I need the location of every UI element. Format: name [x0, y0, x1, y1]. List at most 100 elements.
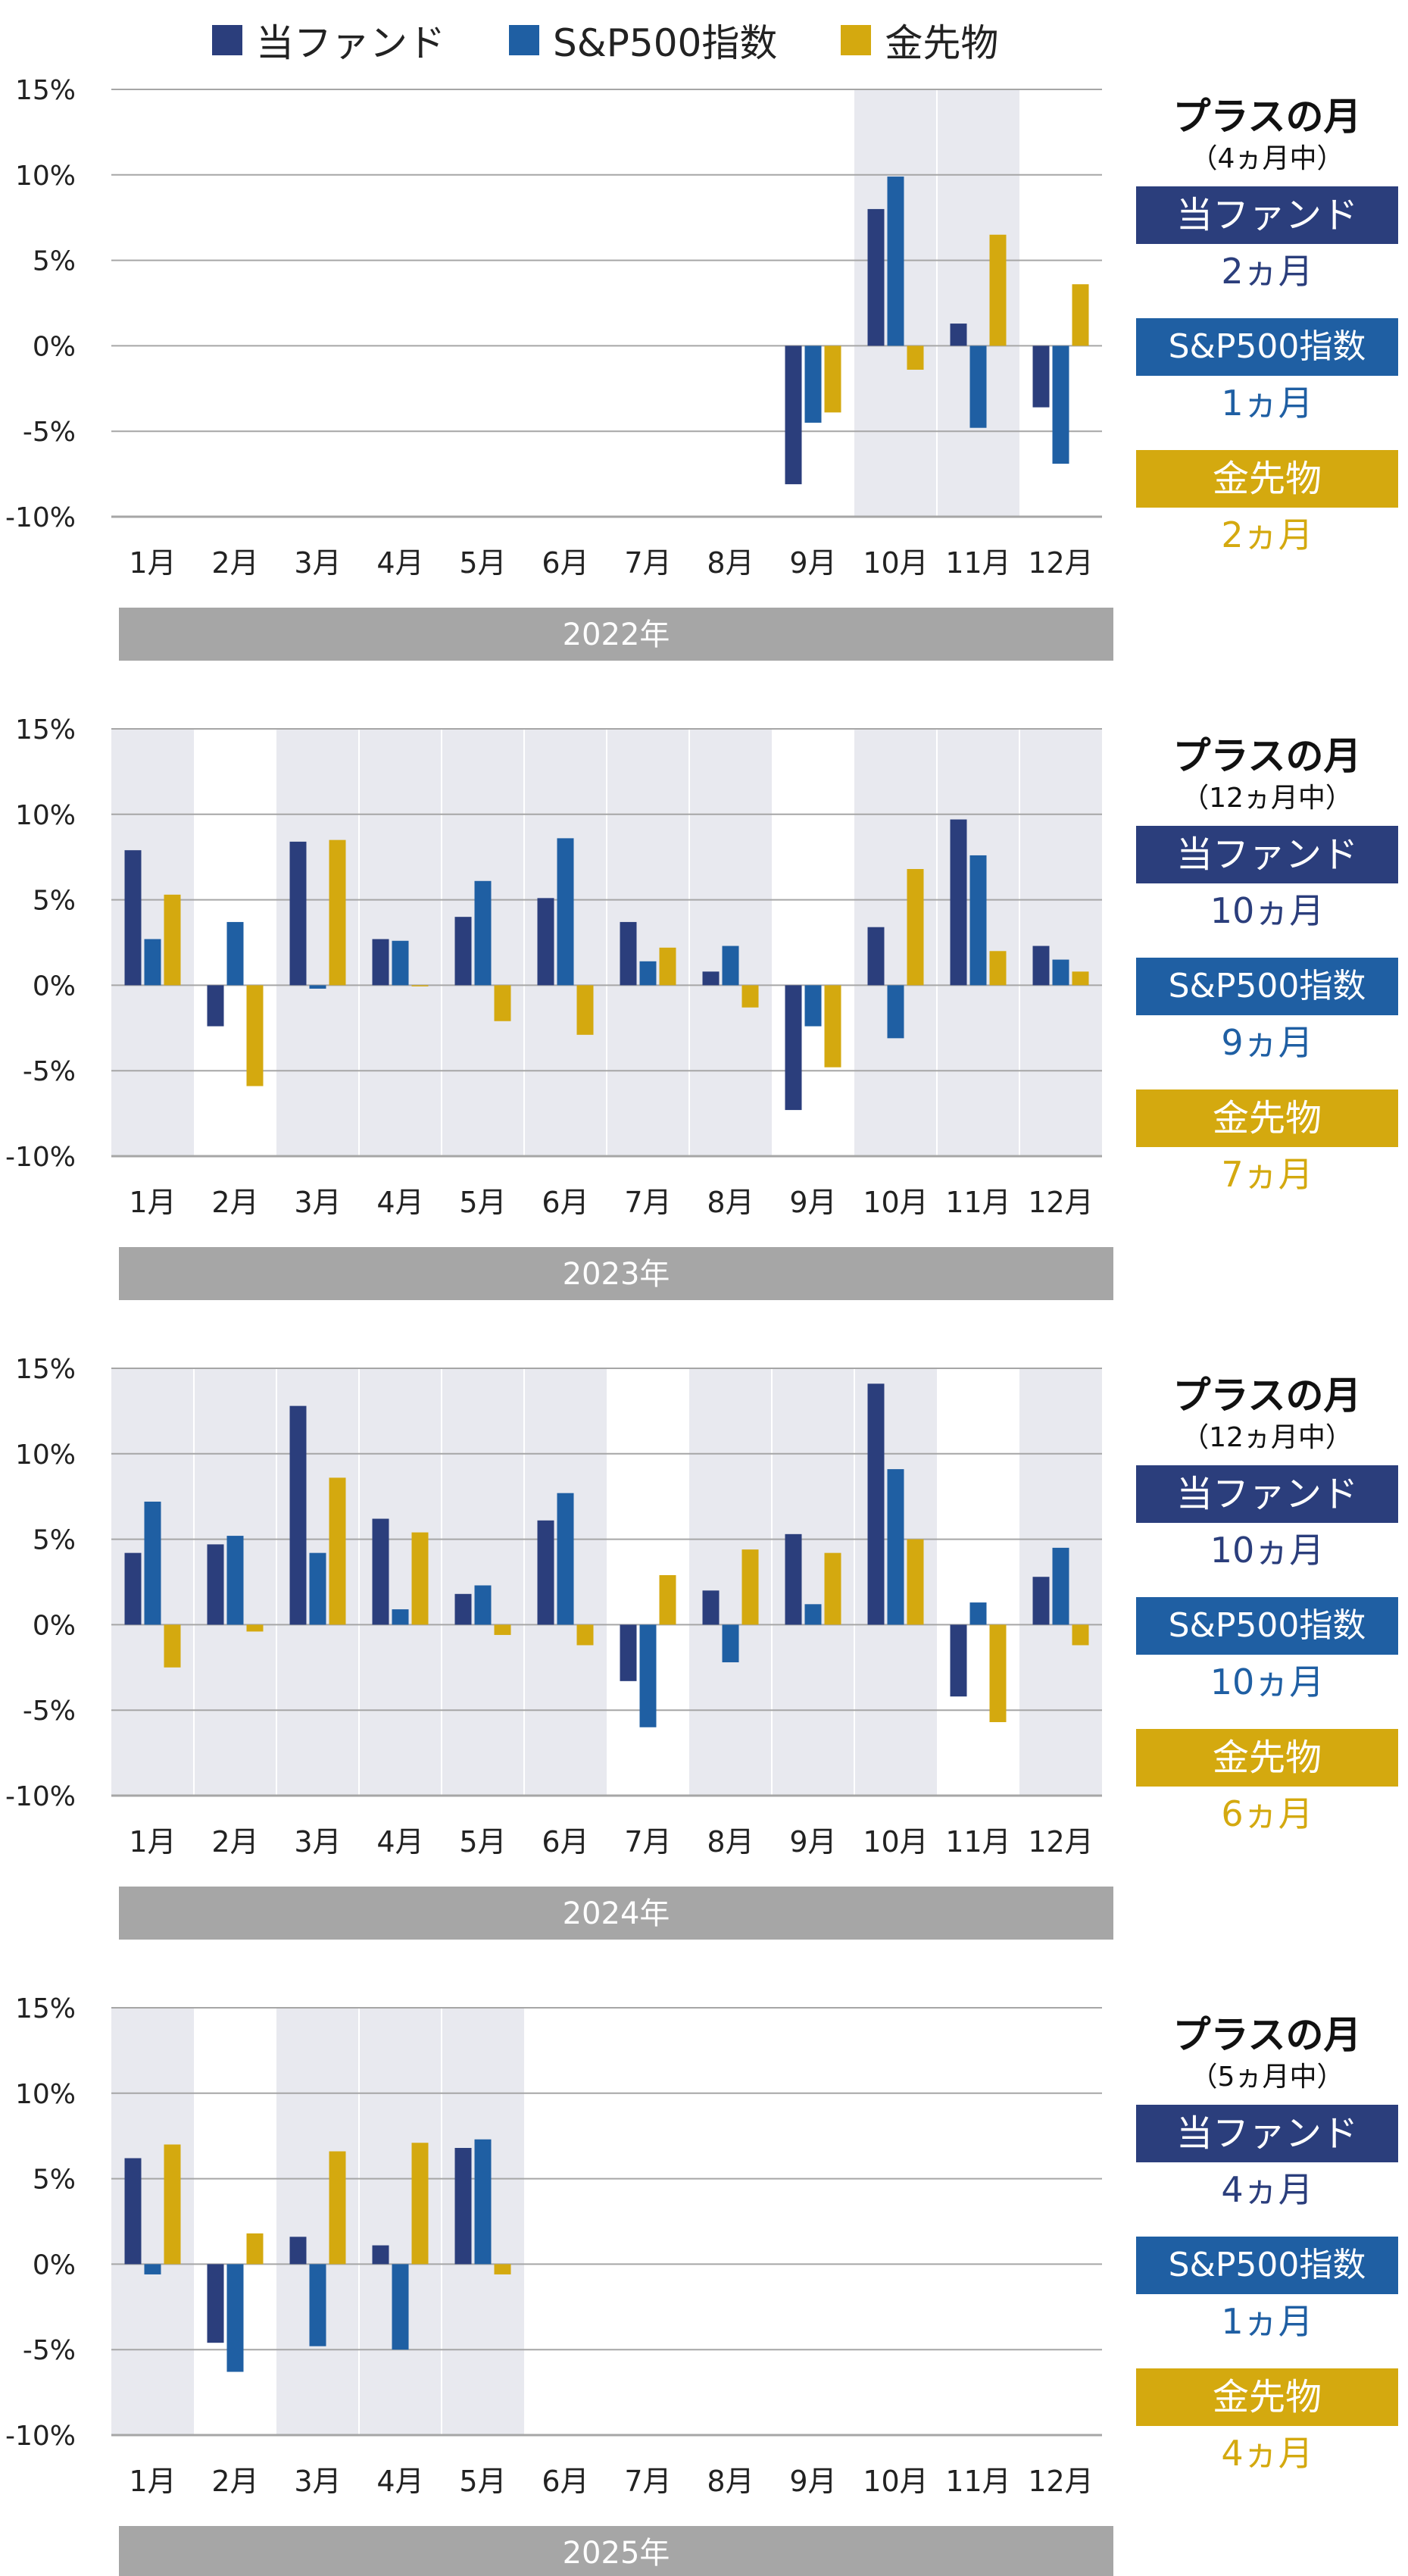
- bar-fund: [124, 2158, 142, 2265]
- legend-swatch-fund: [212, 25, 242, 55]
- bar-gold: [411, 2143, 429, 2265]
- bar-gold: [659, 947, 676, 986]
- bar-sp500: [309, 2264, 326, 2346]
- legend-label-gold: 金先物: [885, 21, 999, 65]
- y-tick-label: 10%: [15, 161, 76, 192]
- summary-fund-label: 当ファンド: [1136, 1465, 1398, 1523]
- bar-gold: [494, 2264, 511, 2274]
- y-tick-label: 5%: [33, 1525, 76, 1556]
- x-tick-label: 12月: [1028, 546, 1093, 580]
- bar-gold: [576, 1624, 594, 1646]
- bar-gold: [164, 2144, 181, 2265]
- summary-fund-count: 2ヵ月: [1221, 251, 1313, 292]
- summary-gold-label: 金先物: [1136, 1089, 1398, 1147]
- bar-fund: [950, 1624, 967, 1697]
- bar-sp500: [392, 1609, 409, 1625]
- bar-gold: [494, 985, 511, 1021]
- bar-sp500: [557, 1493, 574, 1625]
- bar-sp500: [474, 880, 492, 986]
- x-tick-label: 6月: [542, 1825, 588, 1859]
- x-tick-label: 4月: [376, 1186, 423, 1219]
- x-tick-label: 11月: [945, 1825, 1010, 1859]
- month-shade: [442, 1368, 524, 1796]
- bar-fund: [124, 1552, 142, 1625]
- x-tick-label: 11月: [945, 546, 1010, 580]
- bar-fund: [1032, 946, 1050, 986]
- bar-sp500: [474, 1585, 492, 1625]
- bar-gold: [576, 985, 594, 1035]
- x-tick-label: 4月: [376, 546, 423, 580]
- bar-sp500: [969, 1602, 987, 1625]
- bar-fund: [207, 1544, 224, 1625]
- bar-sp500: [722, 946, 739, 986]
- bar-fund: [867, 927, 885, 986]
- bar-sp500: [226, 1536, 244, 1625]
- x-tick-label: 5月: [459, 2465, 506, 2498]
- y-tick-label: 5%: [33, 886, 76, 917]
- bar-sp500: [804, 345, 822, 423]
- month-shade: [359, 2008, 442, 2435]
- bar-sp500: [392, 2264, 409, 2350]
- bar-fund: [702, 971, 720, 986]
- y-tick-label: 10%: [15, 2079, 76, 2110]
- bar-sp500: [392, 940, 409, 986]
- bar-fund: [1032, 345, 1050, 408]
- bar-gold: [329, 2151, 346, 2265]
- month-shade: [772, 1368, 854, 1796]
- bar-fund: [207, 985, 224, 1027]
- bar-sp500: [639, 1624, 657, 1727]
- bar-sp500: [639, 961, 657, 986]
- x-tick-label: 2月: [211, 2465, 258, 2498]
- y-tick-label: 15%: [15, 1993, 76, 2024]
- x-tick-label: 10月: [863, 1825, 928, 1859]
- x-tick-label: 9月: [789, 1186, 836, 1219]
- bar-sp500: [1052, 345, 1069, 464]
- month-shade: [607, 729, 689, 1156]
- summary-gold-label: 金先物: [1136, 2368, 1398, 2426]
- x-tick-label: 2月: [211, 1186, 258, 1219]
- summary-sp500-count: 10ヵ月: [1210, 1662, 1325, 1702]
- bar-fund: [207, 2264, 224, 2343]
- bar-fund: [1032, 1577, 1050, 1625]
- x-tick-label: 8月: [707, 2465, 754, 2498]
- summary-gold-count: 2ヵ月: [1221, 514, 1313, 555]
- year-bar: [119, 608, 1113, 661]
- bar-fund: [537, 1520, 554, 1625]
- summary-gold-count: 6ヵ月: [1221, 1793, 1313, 1834]
- x-tick-label: 3月: [294, 546, 341, 580]
- month-shade: [854, 729, 937, 1156]
- x-tick-label: 6月: [542, 546, 588, 580]
- summary-title: プラスの月: [1172, 95, 1362, 139]
- bar-gold: [246, 1624, 264, 1632]
- bar-sp500: [144, 939, 161, 986]
- summary-sp500-label: S&P500指数: [1136, 958, 1398, 1015]
- month-shade: [276, 729, 359, 1156]
- x-tick-label: 6月: [542, 2465, 588, 2498]
- x-tick-label: 10月: [863, 1186, 928, 1219]
- bar-fund: [372, 2245, 389, 2265]
- bar-gold: [494, 1624, 511, 1635]
- summary-fund-label: 当ファンド: [1136, 826, 1398, 883]
- bar-fund: [454, 2147, 472, 2265]
- bar-gold: [246, 985, 264, 1086]
- x-tick-label: 1月: [129, 2465, 176, 2498]
- bar-fund: [454, 917, 472, 986]
- bar-fund: [702, 1590, 720, 1625]
- summary-sp500-count: 9ヵ月: [1221, 1022, 1313, 1063]
- x-tick-label: 12月: [1028, 1825, 1093, 1859]
- bar-fund: [867, 208, 885, 346]
- summary-sp500-label: S&P500指数: [1136, 2237, 1398, 2294]
- bar-sp500: [557, 838, 574, 986]
- summary-2023: プラスの月 （12ヵ月中） 当ファンド 10ヵ月 S&P500指数 9ヵ月 金先…: [1136, 732, 1398, 1221]
- summary-sp500-label: S&P500指数: [1136, 1597, 1398, 1655]
- x-tick-label: 8月: [707, 1825, 754, 1859]
- bar-sp500: [969, 855, 987, 986]
- bar-gold: [989, 1624, 1007, 1722]
- legend: 当ファンド S&P500指数 金先物: [212, 14, 998, 67]
- month-shade: [937, 89, 1019, 517]
- bar-fund: [620, 1624, 637, 1681]
- y-tick-label: -10%: [5, 2421, 76, 2452]
- bar-sp500: [804, 1604, 822, 1625]
- bar-fund: [289, 2237, 307, 2265]
